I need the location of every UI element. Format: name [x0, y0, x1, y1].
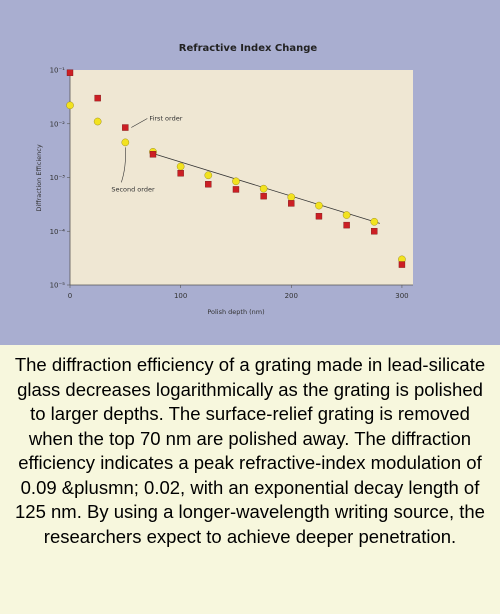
annotation-leader: [131, 118, 148, 128]
second-order-point: [342, 211, 351, 219]
second-order-point: [259, 184, 268, 193]
annotation-leader: [121, 147, 126, 183]
y-tick-label: 10⁻⁴: [50, 228, 66, 236]
second-order-point: [176, 162, 185, 171]
x-tick-label: 100: [174, 292, 187, 300]
first-order-point: [149, 151, 157, 158]
first-order-point: [66, 69, 74, 76]
second-order-point: [315, 201, 323, 210]
plot-area: [70, 70, 413, 285]
series-first-order: [66, 69, 406, 268]
x-axis-label: Polish depth (nm): [207, 308, 264, 316]
first-order-point: [288, 200, 295, 207]
second-order-point: [232, 177, 240, 186]
x-axis-ticks: 0 100 200 300: [68, 285, 409, 300]
x-tick-label: 0: [68, 292, 72, 300]
second-order-point: [287, 193, 296, 202]
first-order-point: [398, 261, 406, 268]
first-order-point: [343, 221, 350, 229]
first-order-point: [94, 94, 101, 102]
second-order-point: [93, 117, 102, 126]
first-order-point: [177, 170, 184, 177]
figure-caption: The diffraction efficiency of a grating …: [14, 354, 486, 547]
y-axis-ticks: 10⁻¹ 10⁻² 10⁻³ 10⁻⁴ 10⁻⁵: [50, 67, 70, 290]
y-tick-label: 10⁻⁵: [50, 282, 66, 290]
x-tick-label: 200: [285, 292, 298, 300]
refractive-index-chart: Refractive Index Change 10⁻¹ 10⁻² 10⁻³ 10⁻⁴…: [35, 43, 413, 316]
series-second-order: [66, 101, 406, 264]
first-order-point: [260, 192, 267, 200]
caption-panel: The diffraction efficiency of a grating …: [0, 345, 500, 614]
second-order-point: [370, 217, 379, 226]
first-order-point: [205, 181, 212, 188]
first-order-point: [232, 186, 240, 193]
data-series: [66, 69, 406, 268]
figure-panel: Refractive Index Change 10⁻¹ 10⁻² 10⁻³ 10⁻⁴…: [0, 0, 500, 345]
second-order-point: [204, 171, 213, 180]
first-order-point: [122, 124, 129, 131]
first-order-point: [315, 213, 323, 220]
second-order-point: [66, 101, 74, 110]
annotations: First order Second order: [111, 115, 182, 194]
second-order-point: [121, 138, 130, 147]
annotation-label: First order: [149, 115, 182, 123]
y-tick-label: 10⁻²: [50, 120, 66, 128]
x-tick-label: 300: [395, 292, 408, 300]
chart-title: Refractive Index Change: [179, 43, 318, 54]
annotation-label: Second order: [111, 185, 155, 193]
y-tick-label: 10⁻³: [50, 174, 66, 182]
first-order-point: [371, 228, 378, 235]
y-axis-label: Diffraction Efficiency: [35, 144, 43, 211]
y-tick-label: 10⁻¹: [50, 67, 66, 75]
